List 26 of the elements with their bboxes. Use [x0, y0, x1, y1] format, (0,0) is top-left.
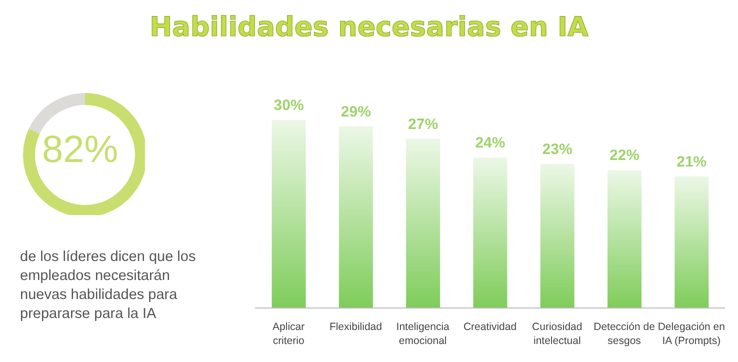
data-label: 27% [408, 116, 438, 133]
donut-slice [23, 93, 145, 215]
bar [674, 176, 709, 308]
x-tick-label: Creatividad [463, 321, 517, 333]
bar [608, 170, 642, 308]
data-label: 82% [40, 128, 120, 172]
bar [540, 164, 574, 308]
data-label: 21% [676, 153, 707, 170]
data-label: 29% [340, 103, 371, 120]
bar [406, 138, 440, 308]
text: de los líderes dicen que los empleados necesitarán nuevas habilidades para prepararse para la IA [20, 248, 197, 324]
data-label: 30% [274, 97, 304, 114]
x-tick-label: Curiosidad intelectual [532, 321, 582, 347]
data-label: 22% [609, 147, 640, 164]
x-tick-label: Delegación en IA (Prompts) [658, 321, 726, 347]
x-tick-label: Flexibilidad [329, 321, 382, 333]
x-tick-label: Inteligencia emocional [396, 321, 450, 347]
x-tick-label: Aplicar criterio [272, 321, 306, 347]
bar [338, 126, 373, 308]
bar [473, 158, 508, 308]
bar [272, 120, 306, 308]
x-tick-label: Detección de sesgos [594, 321, 656, 347]
data-label: 23% [542, 140, 572, 158]
data-label: 24% [475, 134, 506, 152]
text: Habilidades necesarias en IA [148, 12, 590, 43]
donut-slice [28, 93, 85, 134]
